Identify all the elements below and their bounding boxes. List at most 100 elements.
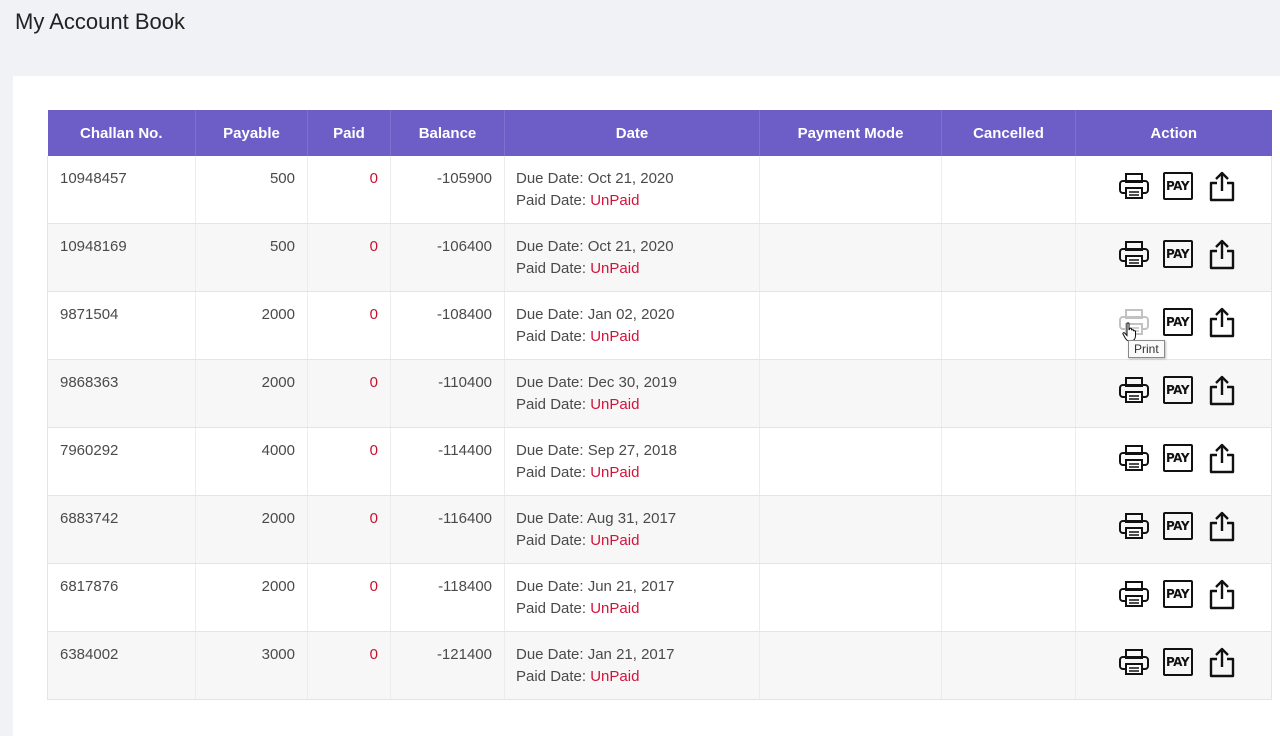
- date-cell: Due Date: Oct 21, 2020 Paid Date: UnPaid: [504, 156, 760, 224]
- cancelled-cell: [941, 427, 1076, 496]
- payable-cell: 2000: [195, 359, 308, 428]
- cancelled-cell: [941, 291, 1076, 360]
- header-challan-no[interactable]: Challan No.: [47, 110, 196, 156]
- balance-amount: -118400: [438, 578, 492, 595]
- payment-mode-cell: [759, 156, 942, 224]
- print-button[interactable]: [1116, 305, 1152, 339]
- share-button[interactable]: [1204, 237, 1240, 271]
- header-balance[interactable]: Balance: [390, 110, 505, 156]
- challan-cell: 10948169: [47, 223, 196, 292]
- table-row: 10948169 500 0 -106400 Due Date: Oct 21,…: [47, 223, 1272, 292]
- due-date-value: Jan 21, 2017: [587, 646, 675, 663]
- challan-number: 10948169: [60, 238, 127, 255]
- paid-date-status: UnPaid: [590, 464, 640, 481]
- payment-mode-cell: [759, 563, 942, 632]
- date-cell: Due Date: Dec 30, 2019 Paid Date: UnPaid: [504, 359, 760, 428]
- paid-date-label: Paid Date:: [516, 532, 591, 549]
- date-cell: Due Date: Jun 21, 2017 Paid Date: UnPaid: [504, 563, 760, 632]
- action-cell: PAY: [1075, 156, 1272, 224]
- cancelled-value: [942, 224, 1075, 238]
- date-cell: Due Date: Jan 02, 2020 Paid Date: UnPaid: [504, 291, 760, 360]
- hand-cursor-icon: [1122, 322, 1138, 347]
- paid-date-line: Paid Date: UnPaid: [516, 190, 759, 212]
- header-paid[interactable]: Paid: [307, 110, 391, 156]
- paid-date-label: Paid Date:: [516, 328, 591, 345]
- print-button[interactable]: [1116, 509, 1152, 543]
- cancelled-value: [942, 156, 1075, 170]
- share-icon: [1209, 239, 1234, 270]
- share-button[interactable]: [1204, 645, 1240, 679]
- paid-amount: 0: [369, 442, 378, 459]
- challan-cell: 9868363: [47, 359, 196, 428]
- pay-button[interactable]: PAY: [1160, 237, 1196, 271]
- share-button[interactable]: [1204, 373, 1240, 407]
- pay-button[interactable]: PAY: [1160, 645, 1196, 679]
- payable-amount: 2000: [261, 510, 295, 527]
- header-action: Action: [1075, 110, 1272, 156]
- share-icon: [1209, 511, 1234, 542]
- challan-number: 7960292: [60, 442, 119, 459]
- cancelled-cell: [941, 631, 1076, 700]
- paid-date-label: Paid Date:: [516, 192, 591, 209]
- paid-date-status: UnPaid: [590, 260, 640, 277]
- print-button[interactable]: [1116, 441, 1152, 475]
- payable-cell: 3000: [195, 631, 308, 700]
- share-icon: [1209, 579, 1234, 610]
- date-cell: Due Date: Oct 21, 2020 Paid Date: UnPaid: [504, 223, 760, 292]
- paid-date-label: Paid Date:: [516, 668, 591, 685]
- header-cancelled[interactable]: Cancelled: [941, 110, 1076, 156]
- print-button[interactable]: [1116, 169, 1152, 203]
- payable-amount: 3000: [261, 646, 295, 663]
- paid-date-line: Paid Date: UnPaid: [516, 462, 759, 484]
- action-cell: PAY: [1075, 631, 1272, 700]
- payment-mode-cell: [759, 427, 942, 496]
- paid-date-line: Paid Date: UnPaid: [516, 666, 759, 688]
- share-button[interactable]: [1204, 441, 1240, 475]
- challan-cell: 6883742: [47, 495, 196, 564]
- pay-button[interactable]: PAY: [1160, 577, 1196, 611]
- table-row: 6817876 2000 0 -118400 Due Date: Jun 21,…: [47, 563, 1272, 632]
- balance-amount: -114400: [438, 442, 492, 459]
- share-button[interactable]: [1204, 577, 1240, 611]
- pay-button[interactable]: PAY: [1160, 441, 1196, 475]
- table-row: 9871504 2000 0 -108400 Due Date: Jan 02,…: [47, 291, 1272, 360]
- pay-button[interactable]: PAY: [1160, 509, 1196, 543]
- share-button[interactable]: [1204, 169, 1240, 203]
- paid-date-status: UnPaid: [590, 532, 640, 549]
- print-tooltip: Print: [1128, 340, 1165, 358]
- cancelled-cell: [941, 156, 1076, 224]
- print-button[interactable]: [1116, 645, 1152, 679]
- paid-cell: 0: [307, 563, 391, 632]
- pay-button[interactable]: PAY: [1160, 305, 1196, 339]
- pay-button[interactable]: PAY: [1160, 373, 1196, 407]
- date-cell: Due Date: Sep 27, 2018 Paid Date: UnPaid: [504, 427, 760, 496]
- payment-mode-cell: [759, 359, 942, 428]
- due-date-value: Oct 21, 2020: [587, 170, 674, 187]
- header-date[interactable]: Date: [504, 110, 760, 156]
- balance-cell: -106400: [390, 223, 505, 292]
- pay-icon: PAY: [1162, 444, 1193, 472]
- balance-amount: -121400: [436, 646, 492, 663]
- due-date-label: Due Date:: [516, 170, 588, 187]
- header-payment-mode[interactable]: Payment Mode: [759, 110, 942, 156]
- share-button[interactable]: [1204, 509, 1240, 543]
- print-button[interactable]: [1116, 373, 1152, 407]
- printer-icon: [1118, 377, 1149, 403]
- share-button[interactable]: [1204, 305, 1240, 339]
- due-date-line: Due Date: Jan 21, 2017: [516, 644, 759, 666]
- due-date-line: Due Date: Oct 21, 2020: [516, 236, 759, 258]
- paid-amount: 0: [369, 646, 378, 663]
- payment-mode-value: [760, 564, 941, 578]
- balance-cell: -105900: [390, 156, 505, 224]
- print-button[interactable]: [1116, 577, 1152, 611]
- balance-cell: -108400: [390, 291, 505, 360]
- cancelled-cell: [941, 563, 1076, 632]
- pay-button[interactable]: PAY: [1160, 169, 1196, 203]
- paid-cell: 0: [307, 291, 391, 360]
- due-date-value: Aug 31, 2017: [586, 510, 677, 527]
- print-button[interactable]: [1116, 237, 1152, 271]
- challan-number: 6883742: [60, 510, 119, 527]
- header-payable[interactable]: Payable: [195, 110, 308, 156]
- payable-cell: 500: [195, 156, 308, 224]
- pay-icon: PAY: [1162, 172, 1193, 200]
